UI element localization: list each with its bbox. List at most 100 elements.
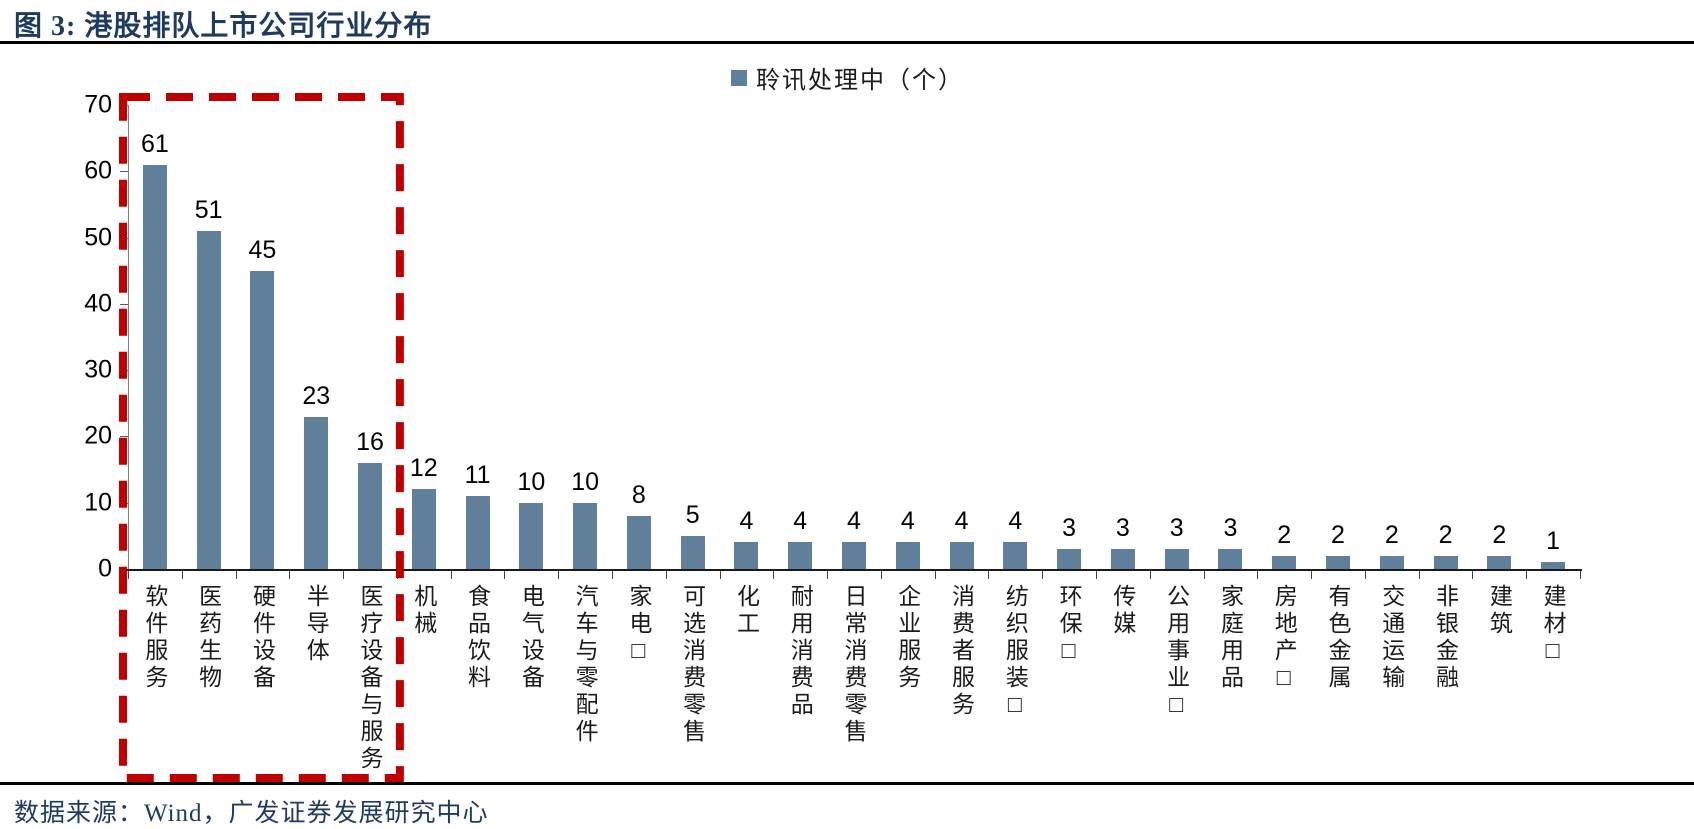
bar-value-label: 3 [1115,514,1130,543]
bar-value-label: 4 [847,507,861,536]
data-source-note: 数据来源：Wind，广发证券发展研究中心 [14,800,489,827]
bar-value-label: 10 [571,467,600,496]
bar-value-label: 2 [1331,520,1345,549]
y-axis-tick [120,171,128,173]
category-label: 非银金融 [1432,584,1458,692]
bar-value-label: 11 [464,461,491,490]
bar [358,462,382,569]
category-label: 纺织服装□ [1002,584,1028,721]
y-axis-tick-label: 10 [84,488,112,517]
category-label: 消费者服务 [948,584,974,719]
x-axis-tick [612,571,613,579]
category-label: 食品饮料 [464,584,490,692]
category-label: 房地产□ [1271,584,1297,694]
category-label: 医药生物 [195,584,221,692]
bar-value-label: 1 [1546,527,1561,556]
category-label: 硬件设备 [249,584,275,692]
x-axis-tick [719,571,721,579]
bar-value-label: 2 [1438,520,1453,549]
bar-value-label: 4 [1008,507,1023,536]
category-label: 公用事业□ [1163,584,1189,721]
bar-value-label: 3 [1169,514,1184,543]
bar [626,515,651,569]
x-axis-tick [396,571,398,579]
bar [1164,549,1189,569]
x-axis-tick [1418,571,1420,579]
y-axis-tick-label: 50 [84,223,112,252]
y-axis-line [128,105,129,569]
category-label: 家电□ [625,584,651,667]
bar [1003,542,1028,569]
bar-value-label: 3 [1062,514,1077,543]
bar [1326,555,1350,569]
x-axis-tick [450,571,452,579]
x-axis-tick [988,571,990,579]
y-axis-tick-label: 0 [98,554,112,583]
bar [142,164,167,569]
bar [788,542,813,569]
category-label: 机械 [410,584,436,638]
bar [949,542,974,569]
x-axis-tick [1257,571,1259,579]
category-label: 环保□ [1056,584,1082,667]
category-label: 日常消费零售 [841,584,866,746]
bar [1110,549,1135,569]
bar [411,489,436,569]
category-label: 可选消费零售 [679,584,705,746]
category-label: 化工 [733,584,759,638]
bar [1487,555,1512,569]
x-axis-tick [1364,571,1366,579]
x-axis-tick [1526,571,1528,579]
y-axis-tick-label: 20 [84,421,112,450]
bar-value-label: 16 [356,427,384,456]
y-axis-tick [120,237,128,239]
title-divider-line [0,41,1694,44]
x-axis-tick [235,571,237,579]
x-axis-tick [665,571,667,579]
x-axis-tick [558,571,560,579]
category-label: 家庭用品 [1217,584,1243,692]
legend-swatch-icon [731,69,747,86]
bar [465,496,490,569]
bar-value-label: 4 [900,507,915,536]
bar [1218,549,1243,569]
category-label: 建筑 [1486,584,1512,638]
x-axis-tick [1149,571,1151,579]
bar [1379,555,1404,569]
bar [842,542,866,569]
category-label: 有色金属 [1325,584,1350,692]
bar [304,416,329,569]
y-axis-tick-label: 60 [84,156,112,185]
bar-value-label: 2 [1277,520,1292,549]
bar [1541,562,1566,569]
bar-value-label: 45 [248,235,277,264]
y-axis-tick [120,303,128,305]
category-label: 半导体 [303,584,329,665]
bar [573,502,598,569]
y-axis-tick [120,502,128,504]
category-label: 汽车与零配件 [572,584,598,746]
bar-value-label: 8 [631,480,646,509]
x-axis-tick [181,571,183,579]
category-label: 交通运输 [1378,584,1404,692]
bar-value-label: 4 [954,507,969,536]
bar-value-label: 51 [194,195,223,224]
bar-value-label: 4 [793,507,808,536]
category-label: 耐用消费品 [787,584,813,719]
bar [1433,555,1458,569]
category-label: 软件服务 [141,584,167,692]
bar-value-label: 61 [140,129,169,158]
x-axis-tick [773,571,775,579]
x-axis-tick [504,571,506,579]
y-axis-tick-label: 40 [84,289,112,318]
x-axis-tick [827,571,829,579]
footer-divider-line [0,782,1694,785]
y-axis-tick [120,370,128,372]
bar [734,542,759,569]
x-axis-line [126,569,1582,571]
bar-value-label: 2 [1384,520,1399,549]
bar-value-label: 4 [739,507,754,536]
bar-value-label: 10 [517,467,546,496]
bar [680,535,705,569]
